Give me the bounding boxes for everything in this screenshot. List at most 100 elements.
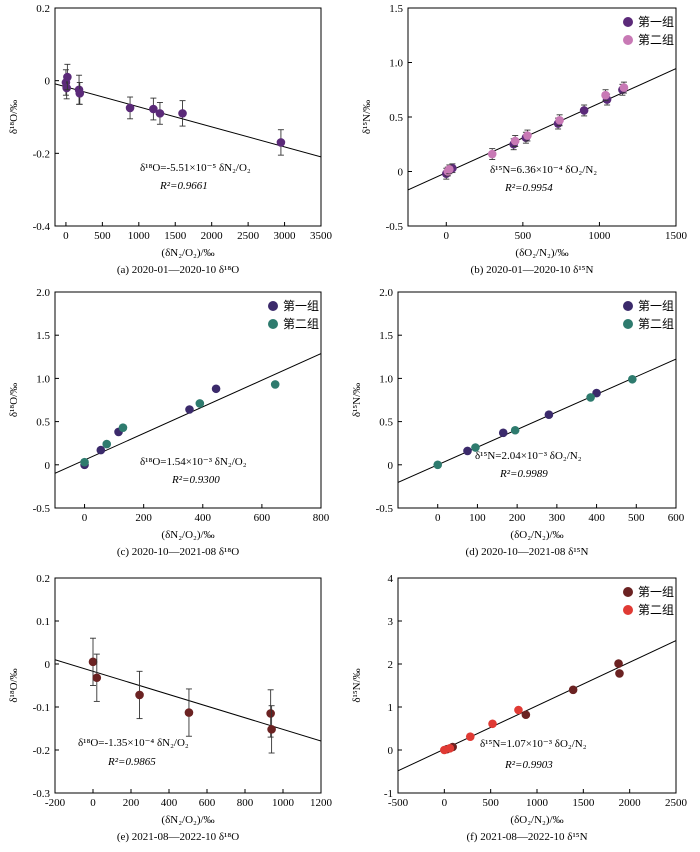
x-tick-label: 1200: [310, 797, 333, 809]
data-point: [80, 457, 89, 467]
x-axis-label: (δN₂/O₂)/‰: [161, 247, 214, 259]
x-tick-label: 600: [254, 512, 271, 524]
data-point: [75, 89, 85, 98]
data-point: [445, 165, 454, 174]
x-tick-label: 200: [123, 797, 140, 809]
plot-frame: [54, 577, 322, 794]
data-point: [433, 460, 443, 470]
legend-label: 第一组: [638, 585, 674, 599]
data-point: [510, 425, 520, 435]
data-point: [185, 405, 194, 414]
x-tick-label: 200: [509, 512, 526, 524]
regression-line: [398, 640, 676, 772]
x-tick-label: 1500: [164, 230, 187, 242]
x-axis-label: (δN₂/O₂)/‰: [161, 814, 214, 826]
x-tick-label: 600: [199, 797, 216, 809]
x-axis-label: (δN₂/O₂)/‰: [161, 529, 214, 541]
x-tick-label: 2000: [619, 797, 642, 809]
data-point: [276, 138, 286, 147]
y-tick-label: 0.2: [36, 3, 50, 15]
data-point: [521, 710, 531, 720]
x-axis-label: (δO₂/N₂)/‰: [515, 247, 568, 259]
legend-marker: [623, 35, 633, 45]
x-tick-label: 1000: [526, 797, 549, 809]
y-tick-label: 0: [388, 745, 394, 757]
r-squared: R²=0.9989: [499, 468, 548, 480]
x-tick-label: 1500: [665, 230, 688, 242]
regression-equation: δ¹⁵N=6.36×10⁻⁴ δO₂/N₂: [490, 164, 597, 176]
x-tick-label: 600: [668, 512, 685, 524]
data-point: [523, 131, 532, 140]
y-axis-label: δ¹⁸O/‰: [8, 383, 20, 417]
legend-label: 第二组: [638, 603, 674, 617]
y-tick-label: 0: [45, 659, 51, 671]
data-point: [514, 705, 523, 715]
data-point: [487, 149, 497, 159]
plot-area: [398, 358, 676, 483]
x-tick-label: 1000: [128, 230, 151, 242]
data-point: [628, 374, 637, 384]
chart-panel-e: -200 0 200 400 600 800 1000 1200 -0.3 -0.2 -0.1 0 0.…: [8, 573, 333, 843]
data-point: [211, 384, 221, 394]
legend-marker: [623, 301, 633, 311]
panel-caption: (e) 2021-08—2022-10 δ¹⁸O: [117, 831, 239, 843]
legend-label: 第一组: [283, 299, 319, 313]
data-point: [135, 690, 144, 700]
data-point: [498, 428, 508, 438]
x-tick-label: 2500: [665, 797, 688, 809]
data-point: [267, 725, 276, 734]
data-point: [614, 659, 623, 668]
chart-panel-c: 0 200 400 600 800 -0.5 0 0.5 1.0 1.5 2.0 δ¹⁸O/‰ (δN₂…: [8, 287, 330, 558]
data-point: [555, 115, 564, 125]
y-axis-label: δ¹⁵N/‰: [361, 100, 373, 134]
data-point: [488, 719, 497, 729]
x-tick-label: 0: [90, 797, 96, 809]
y-tick-label: -0.2: [33, 148, 50, 160]
y-tick-label: 1.0: [379, 373, 393, 385]
data-point: [568, 685, 578, 695]
y-tick-label: 0.5: [389, 112, 403, 124]
chart-panel-b: 0 500 1000 1500 -0.5 0 0.5 1.0 1.5 δ¹⁵N/‰ (δO₂/N₂)…: [361, 3, 688, 276]
data-point: [88, 657, 98, 667]
data-point: [471, 443, 480, 452]
data-point: [615, 669, 624, 678]
x-tick-label: 1000: [272, 797, 295, 809]
data-point: [592, 388, 601, 398]
regression-equation: δ¹⁵N=2.04×10⁻³ δO₂/N₂: [475, 450, 582, 462]
x-tick-label: 0: [63, 230, 69, 242]
data-point: [445, 743, 455, 753]
plot-frame: [54, 7, 322, 227]
x-tick-label: 300: [549, 512, 566, 524]
legend-label: 第二组: [638, 317, 674, 331]
plot-frame: [54, 291, 322, 509]
plot-frame: [397, 291, 677, 509]
y-tick-label: 1.5: [36, 330, 50, 342]
regression-equation: δ¹⁵N=1.07×10⁻³ δO₂/N₂: [480, 738, 587, 750]
data-point: [155, 109, 165, 118]
panel-caption: (c) 2020-10—2021-08 δ¹⁸O: [117, 546, 239, 558]
x-tick-label: 500: [515, 230, 532, 242]
y-axis-label: δ¹⁸O/‰: [8, 668, 20, 702]
y-tick-label: 1.5: [389, 3, 403, 15]
x-tick-label: 1000: [588, 230, 611, 242]
regression-line: [55, 659, 321, 742]
r-squared: R²=0.9954: [504, 182, 553, 194]
data-point: [586, 393, 595, 402]
regression-equation: δ¹⁸O=-5.51×10⁻⁵ δN₂/O₂: [140, 162, 251, 174]
regression-line: [55, 83, 321, 158]
x-tick-label: 200: [135, 512, 152, 524]
data-point: [579, 106, 589, 115]
data-point: [125, 103, 135, 113]
y-tick-label: -0.1: [33, 702, 50, 714]
y-tick-label: 1.0: [36, 373, 50, 385]
data-point: [63, 72, 72, 82]
panel-caption: (f) 2021-08—2022-10 δ¹⁵N: [466, 831, 587, 843]
data-point: [102, 439, 112, 449]
legend-marker: [623, 17, 633, 27]
y-axis-label: δ¹⁵N/‰: [351, 383, 363, 417]
legend-marker: [623, 605, 633, 615]
regression-equation: δ¹⁸O=1.54×10⁻³ δN₂/O₂: [140, 456, 247, 468]
chart-panel-f: -500 0 500 1000 1500 2000 2500 -1 0 1 2 3 4 δ¹⁵N/‰ (δO…: [351, 573, 688, 843]
x-tick-label: 400: [195, 512, 212, 524]
